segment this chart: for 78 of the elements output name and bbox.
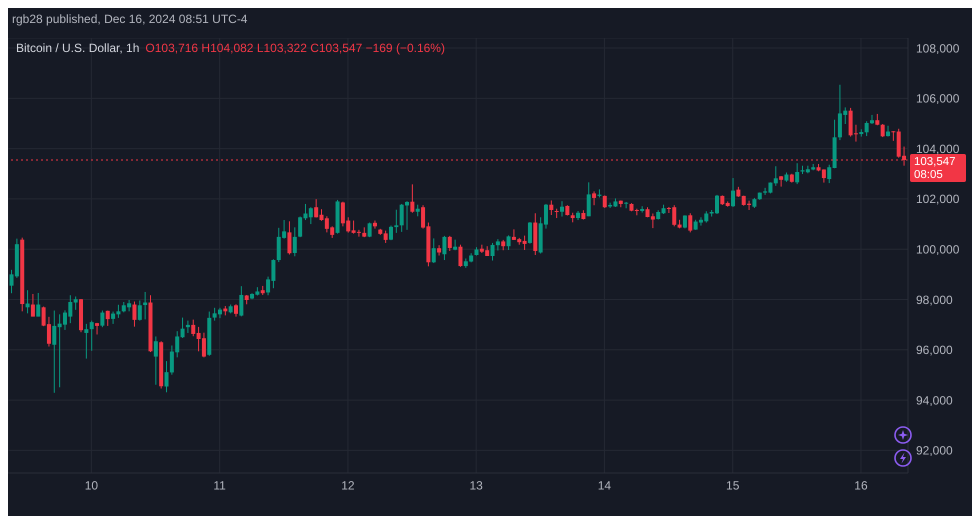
- candlestick: [234, 304, 238, 318]
- candlestick: [565, 204, 570, 216]
- y-tick-label: 106,000: [916, 92, 960, 106]
- candlestick: [554, 208, 559, 219]
- candlestick: [132, 301, 136, 328]
- candlestick: [875, 113, 880, 126]
- y-tick-label: 96,000: [916, 343, 954, 358]
- x-tick-label: 16: [854, 478, 868, 493]
- candlestick: [586, 182, 591, 217]
- text: rgb28 published, Dec 16, 2024 08:51 UTC-4: [12, 12, 248, 26]
- candlestick: [362, 226, 366, 238]
- candlestick: [138, 300, 142, 322]
- candlestick: [368, 222, 372, 238]
- candlestick: [549, 200, 554, 216]
- chart-title: Bitcoin / U.S. Dollar, 1h: [16, 41, 140, 55]
- candlestick: [154, 336, 158, 386]
- candlestick: [84, 323, 88, 360]
- x-tick-label: 11: [213, 478, 226, 493]
- x-tick-label: 14: [598, 478, 612, 493]
- candlestick: [490, 242, 495, 262]
- x-tick-label: 12: [341, 478, 355, 493]
- candlestick: [437, 244, 442, 256]
- candlestick: [239, 286, 244, 317]
- candlestick: [886, 125, 890, 138]
- candlestick: [506, 234, 511, 250]
- candlestick: [26, 290, 30, 314]
- candlestick: [244, 294, 249, 305]
- candlestick: [570, 212, 575, 223]
- candlestick: [779, 176, 784, 188]
- candlestick: [784, 172, 788, 182]
- candlestick: [501, 239, 506, 251]
- candlestick: [560, 200, 564, 218]
- candlestick: [223, 306, 228, 316]
- candlestick: [581, 210, 586, 220]
- x-tick-label: 10: [84, 478, 98, 493]
- candlestick: [36, 292, 40, 318]
- candlestick: [448, 235, 452, 252]
- candlestick: [795, 162, 800, 185]
- candlestick: [870, 114, 874, 124]
- y-tick-label: 100,000: [916, 242, 960, 256]
- y-tick-label: 104,000: [916, 142, 960, 156]
- candlestick: [752, 197, 756, 208]
- candlestick: [576, 210, 580, 221]
- ref-line-label: 103,547: [914, 156, 956, 168]
- candlestick: [106, 310, 110, 326]
- candlestick: [388, 225, 393, 241]
- candlestick: [442, 235, 446, 261]
- candlestick: [143, 291, 148, 320]
- candlestick: [602, 194, 607, 208]
- candlestick: [592, 190, 596, 206]
- candlestick: [464, 258, 468, 268]
- y-tick-label: 102,000: [916, 192, 960, 206]
- y-tick-label: 108,000: [916, 41, 960, 56]
- candlestick: [90, 320, 94, 352]
- candlestick: [453, 239, 458, 251]
- y-tick-label: 92,000: [916, 444, 954, 458]
- candlestick: [880, 123, 885, 138]
- candlestick: [469, 252, 474, 263]
- y-tick-label: 94,000: [916, 393, 954, 408]
- y-tick-label: 98,000: [916, 292, 954, 307]
- candlestick: [458, 244, 462, 268]
- text: 08:05: [914, 169, 943, 182]
- candlestick: [682, 214, 687, 229]
- candlestick: [287, 220, 292, 255]
- candlestick: [260, 285, 265, 296]
- candlestick: [30, 293, 35, 318]
- candlestick: [292, 226, 297, 257]
- candlestick: [416, 204, 420, 217]
- candlestick: [731, 178, 736, 208]
- candlestick: [528, 222, 532, 244]
- candlestick: [688, 212, 692, 233]
- candlestick: [496, 238, 500, 251]
- x-tick-label: 13: [469, 478, 484, 493]
- candlestick: [410, 184, 414, 214]
- chart-subtitle: O103,716 H104,082 L103,322 C103,547 −169 (−0.16%): [145, 41, 445, 55]
- candlestick: [432, 238, 436, 264]
- x-tick-label: 15: [726, 478, 740, 493]
- candlestick: [100, 310, 104, 328]
